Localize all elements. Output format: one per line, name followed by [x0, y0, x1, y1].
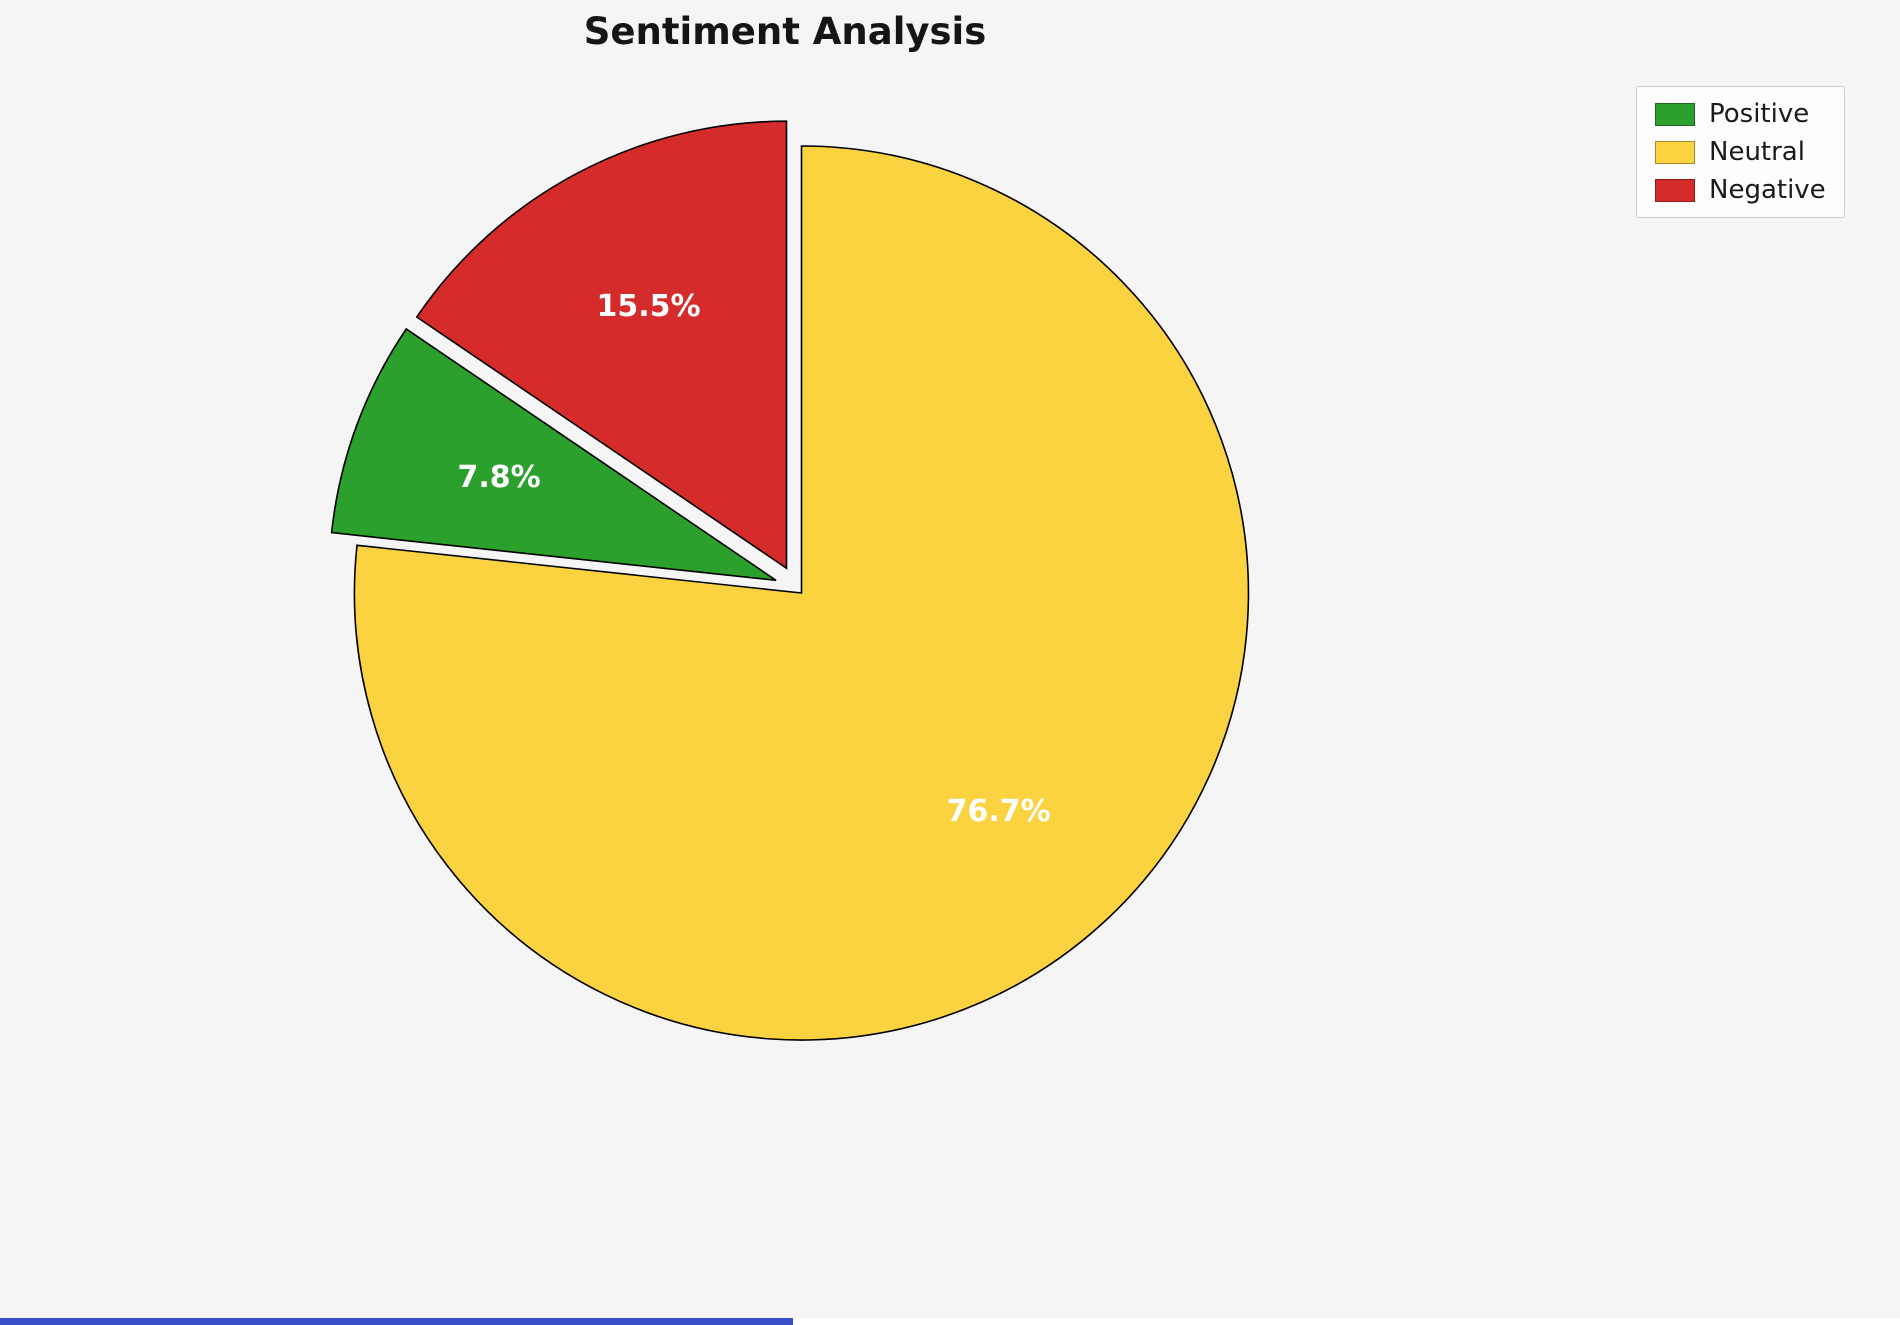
- legend-item-neutral: Neutral: [1655, 139, 1826, 165]
- pie-slice-positive: [330, 327, 777, 582]
- legend: Positive Neutral Negative: [1636, 86, 1845, 218]
- bottom-strip-blue-segment: [0, 1318, 793, 1325]
- legend-item-negative: Negative: [1655, 177, 1826, 203]
- legend-label-positive: Positive: [1709, 99, 1810, 129]
- legend-swatch-negative: [1655, 178, 1695, 202]
- pie-slice-negative: [415, 120, 788, 570]
- pie-pct-label-positive: 7.8%: [457, 460, 540, 495]
- pie-pct-label-negative: 15.5%: [596, 289, 700, 324]
- legend-swatch-positive: [1655, 102, 1695, 126]
- legend-swatch-neutral: [1655, 140, 1695, 164]
- chart-title: Sentiment Analysis: [583, 10, 987, 53]
- legend-label-neutral: Neutral: [1709, 137, 1805, 167]
- bottom-strip: [0, 1318, 1900, 1325]
- pie-slice-neutral: [353, 145, 1250, 1041]
- legend-label-negative: Negative: [1709, 175, 1826, 205]
- pie-pct-label-neutral: 76.7%: [947, 794, 1051, 829]
- legend-item-positive: Positive: [1655, 101, 1826, 127]
